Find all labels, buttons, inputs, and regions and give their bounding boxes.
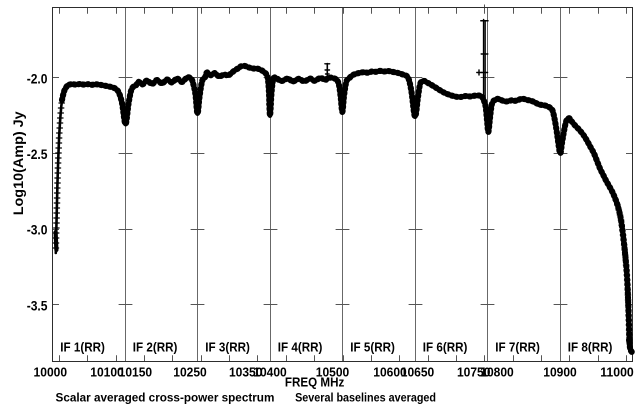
svg-text:10800: 10800 — [480, 365, 514, 380]
svg-text:10100: 10100 — [90, 365, 124, 380]
svg-text:IF 5(RR): IF 5(RR) — [350, 339, 395, 354]
svg-text:IF 4(RR): IF 4(RR) — [278, 339, 323, 354]
svg-text:10900: 10900 — [543, 365, 577, 380]
svg-text:10400: 10400 — [253, 365, 287, 380]
svg-text:FREQ MHz: FREQ MHz — [285, 375, 345, 390]
svg-text:IF 3(RR): IF 3(RR) — [205, 339, 250, 354]
svg-text:10500: 10500 — [316, 365, 350, 380]
svg-text:-2.5: -2.5 — [27, 146, 48, 162]
svg-text:IF 7(RR): IF 7(RR) — [495, 339, 540, 354]
svg-text:10350: 10350 — [229, 365, 263, 380]
svg-text:Several baselines averaged: Several baselines averaged — [295, 390, 436, 404]
svg-text:10150: 10150 — [119, 365, 153, 380]
svg-text:IF 1(RR): IF 1(RR) — [60, 339, 105, 354]
svg-text:10750: 10750 — [457, 365, 491, 380]
svg-text:10600: 10600 — [373, 365, 407, 380]
svg-text:10250: 10250 — [173, 365, 207, 380]
svg-text:-2.0: -2.0 — [27, 71, 48, 87]
svg-text:Scalar averaged cross-power sp: Scalar averaged cross-power spectrum — [56, 390, 275, 404]
svg-text:11000: 11000 — [600, 365, 634, 380]
svg-text:-3.0: -3.0 — [27, 222, 48, 238]
svg-text:10000: 10000 — [34, 365, 68, 380]
svg-text:Log10(Amp) Jy: Log10(Amp) Jy — [10, 111, 26, 215]
svg-text:IF 8(RR): IF 8(RR) — [568, 339, 613, 354]
svg-text:IF 2(RR): IF 2(RR) — [133, 339, 178, 354]
svg-text:-3.5: -3.5 — [27, 297, 48, 313]
svg-text:IF 6(RR): IF 6(RR) — [423, 339, 468, 354]
svg-text:10650: 10650 — [401, 365, 435, 380]
